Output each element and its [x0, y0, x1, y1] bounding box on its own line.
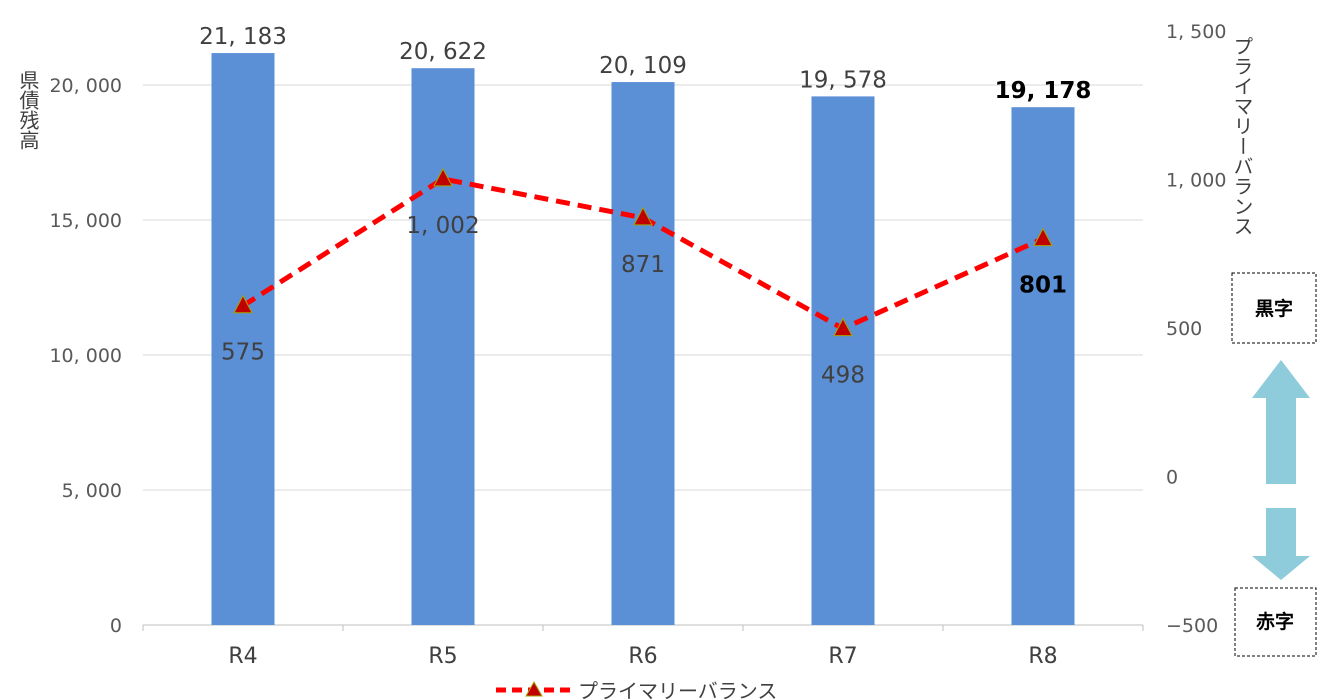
- y-axis-left-ticks: 0 5, 000 10, 000 15, 000 20, 000: [49, 75, 122, 637]
- y2-axis-title: プライマリーバランス: [1230, 36, 1254, 236]
- bars: [211, 53, 1075, 626]
- x-tick-label: R4: [228, 644, 257, 669]
- line-marker: [233, 294, 253, 314]
- bar: [411, 68, 475, 626]
- x-axis-ticks: R4 R5 R6 R7 R8: [228, 644, 1057, 669]
- data-labels: 21, 183 20, 622 20, 109 19, 578 19, 178 575 1,…: [199, 24, 1091, 389]
- y-tick-label: 10, 000: [49, 345, 122, 367]
- line-series: [233, 167, 1053, 337]
- deficit-label: 赤字: [1256, 610, 1294, 633]
- down-arrow-icon: [1252, 508, 1310, 580]
- y-tick-label: 20, 000: [49, 75, 122, 97]
- y-tick-label: 5, 000: [62, 480, 122, 502]
- bar: [611, 82, 675, 625]
- bar: [811, 96, 875, 626]
- y-tick-label: 0: [110, 615, 122, 637]
- y2-tick-label: 0: [1166, 467, 1178, 489]
- bar-value-label: 21, 183: [199, 24, 287, 50]
- surplus-box: [1231, 272, 1317, 344]
- legend-triangle-icon: [525, 680, 543, 697]
- line-marker: [633, 206, 653, 226]
- deficit-box: [1234, 587, 1317, 657]
- bar: [211, 53, 275, 625]
- x-tick-label: R8: [1028, 644, 1057, 669]
- y2-tick-label: 500: [1166, 318, 1202, 340]
- line-value-label: 498: [821, 363, 865, 389]
- line-marker: [433, 167, 453, 187]
- y-tick-label: 15, 000: [49, 210, 122, 232]
- line-value-label: 1, 002: [406, 213, 479, 239]
- bar-value-label: 20, 109: [599, 53, 687, 79]
- legend: プライマリーバランス: [496, 679, 777, 700]
- bar-value-label: 19, 578: [799, 67, 887, 93]
- line-value-label: 575: [221, 340, 265, 366]
- line-value-label: 801: [1019, 273, 1067, 299]
- bar: [1011, 107, 1075, 626]
- bar-value-label: 20, 622: [399, 39, 487, 65]
- y-axis-right-ticks: −500 0 500 1, 000 1, 500: [1166, 21, 1226, 637]
- surplus-deficit-annotation: 黒字 赤字: [1231, 272, 1317, 657]
- y2-tick-label: 1, 500: [1166, 21, 1226, 43]
- x-tick-label: R7: [828, 644, 857, 669]
- line-value-label: 871: [621, 252, 665, 278]
- up-arrow-icon: [1252, 360, 1310, 484]
- surplus-label: 黒字: [1255, 297, 1293, 320]
- x-tick-label: R6: [628, 644, 657, 669]
- bar-value-label: 19, 178: [995, 78, 1092, 104]
- y2-tick-label: −500: [1166, 615, 1218, 637]
- y-axis-title: 県債残高: [16, 70, 40, 150]
- y2-tick-label: 1, 000: [1166, 170, 1226, 192]
- line-marker: [1033, 227, 1053, 247]
- legend-entry: プライマリーバランス: [578, 679, 777, 700]
- x-tick-label: R5: [428, 644, 457, 669]
- line-marker: [833, 317, 853, 337]
